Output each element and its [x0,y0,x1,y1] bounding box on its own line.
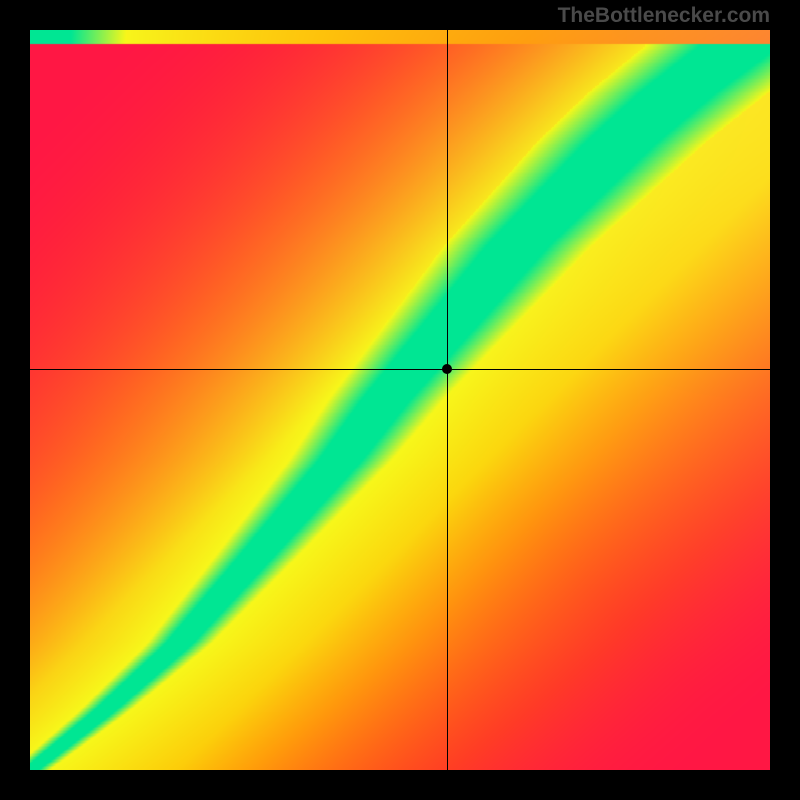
crosshair-vertical [447,30,448,770]
crosshair-horizontal [30,369,770,370]
bottleneck-heatmap-canvas [30,30,770,770]
selection-marker-dot [442,364,452,374]
watermark-text: TheBottlenecker.com [558,4,770,28]
heatmap-plot [30,30,770,770]
